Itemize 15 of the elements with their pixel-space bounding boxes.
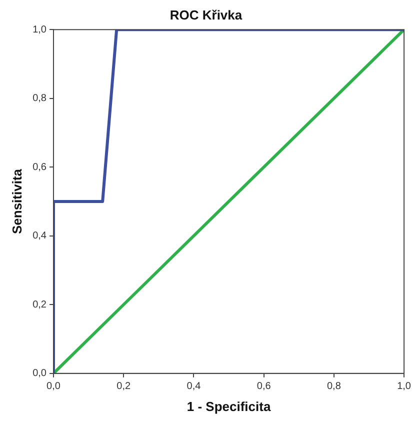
x-tick-label: 0,2 [116,381,131,392]
x-axis-title: 1 - Specificita [186,398,272,414]
y-tick-label: 0,8 [32,93,47,104]
y-tick-label: 0,0 [32,368,47,380]
y-tick-label: 0,4 [32,230,47,242]
x-tick-label: 1,0 [397,381,412,392]
x-tick-label: 0,4 [186,381,202,392]
y-axis-title: Sensitivita [9,168,24,234]
x-tick-label: 0,8 [326,381,342,392]
y-tick-label: 0,6 [32,162,47,173]
y-tick-label: 1,0 [32,24,47,36]
y-tick-label: 0,2 [32,299,47,310]
x-tick-label: 0,0 [46,381,61,392]
chart-title: ROC Křivka [170,7,243,22]
x-tick-label: 0,6 [256,381,272,392]
